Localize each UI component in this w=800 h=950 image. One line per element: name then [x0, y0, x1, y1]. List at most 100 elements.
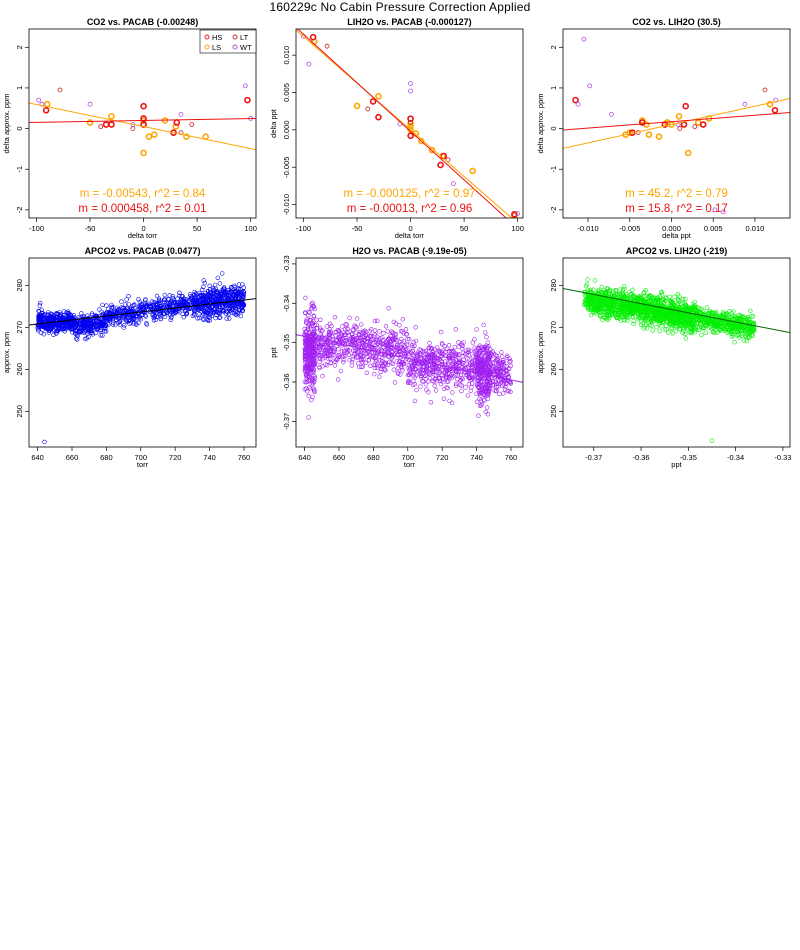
data-point — [88, 324, 93, 330]
data-point — [341, 357, 346, 363]
x-tick-label: 760 — [505, 453, 518, 462]
data-point — [671, 320, 676, 325]
data-point — [704, 305, 710, 310]
data-point — [207, 293, 212, 298]
data-point — [227, 316, 232, 321]
data-point — [306, 393, 311, 399]
data-point — [346, 352, 351, 358]
y-tick-label: 2 — [15, 45, 24, 49]
chart-title: H2O vs. PACAB (-9.19e-05) — [352, 246, 466, 256]
data-point — [315, 339, 320, 345]
data-point — [359, 322, 364, 327]
data-point — [372, 318, 378, 324]
data-point — [680, 330, 685, 336]
data-point-wt — [451, 181, 456, 187]
data-point-hs — [173, 119, 181, 126]
data-point — [506, 388, 511, 393]
data-point — [207, 283, 212, 288]
data-point-ls — [469, 167, 476, 175]
data-point — [39, 307, 44, 313]
data-point — [673, 324, 679, 329]
legend-marker — [232, 34, 238, 40]
data-point — [688, 317, 694, 322]
data-point — [637, 294, 642, 299]
data-point — [135, 307, 140, 313]
x-tick-label: 700 — [135, 453, 148, 462]
data-point — [697, 305, 702, 311]
data-point — [87, 319, 92, 324]
data-point — [683, 324, 688, 329]
data-point-wt — [408, 81, 413, 86]
data-point — [505, 353, 510, 358]
y-axis-label: approx. ppm — [2, 332, 11, 374]
data-point — [428, 366, 433, 372]
data-point-lt — [98, 124, 104, 129]
data-point — [356, 361, 361, 366]
data-point — [667, 294, 672, 299]
data-point — [361, 357, 366, 362]
data-point — [438, 354, 443, 359]
data-point — [390, 361, 395, 366]
data-point — [368, 334, 373, 339]
data-point — [109, 304, 115, 310]
data-point — [478, 393, 483, 398]
data-point — [469, 381, 475, 386]
data-point — [641, 309, 646, 314]
data-point — [324, 334, 329, 339]
legend-marker — [232, 44, 238, 50]
data-point — [651, 306, 657, 312]
x-tick-label: -100 — [29, 224, 44, 233]
fit-annotation: m = -0.00013, r^2 = 0.96 — [347, 203, 473, 215]
data-point — [304, 320, 309, 326]
data-point — [656, 297, 661, 302]
data-point — [372, 365, 378, 371]
data-point — [218, 315, 223, 320]
data-point — [413, 338, 419, 344]
data-point — [667, 315, 673, 320]
data-point — [204, 317, 209, 322]
data-point — [603, 310, 608, 316]
data-point — [216, 295, 222, 300]
data-point — [486, 344, 491, 349]
data-point — [345, 349, 350, 354]
data-point — [318, 332, 323, 337]
data-point — [471, 376, 476, 381]
data-point — [143, 298, 148, 303]
data-point — [618, 311, 623, 316]
data-point — [439, 359, 444, 364]
data-point — [401, 360, 406, 365]
data-point-hs — [699, 121, 707, 128]
data-point — [78, 326, 83, 332]
data-point — [324, 324, 330, 329]
data-point — [313, 349, 318, 354]
data-point — [675, 292, 681, 297]
x-tick-label: 720 — [436, 453, 449, 462]
data-point — [167, 303, 173, 308]
data-layer — [563, 36, 790, 215]
data-point — [599, 284, 604, 290]
data-point — [219, 294, 224, 300]
data-point — [354, 355, 359, 360]
data-point — [314, 343, 319, 348]
data-point — [378, 358, 383, 363]
data-point — [303, 350, 308, 355]
data-layer — [29, 83, 256, 157]
data-point — [484, 405, 490, 410]
data-point — [476, 364, 481, 369]
data-point — [676, 319, 681, 325]
data-point — [201, 316, 206, 322]
data-point — [481, 376, 486, 381]
data-point — [477, 343, 482, 348]
data-point-hs — [407, 132, 414, 140]
data-point — [46, 310, 51, 315]
data-point — [367, 340, 373, 345]
data-point — [749, 314, 754, 319]
data-point — [588, 307, 594, 313]
data-point — [373, 357, 378, 362]
y-axis-label: delta approx. ppm — [536, 93, 545, 153]
data-point — [407, 337, 412, 342]
data-point-hs — [244, 96, 251, 104]
data-point — [500, 376, 506, 382]
data-point — [154, 306, 160, 311]
data-point — [306, 313, 311, 318]
